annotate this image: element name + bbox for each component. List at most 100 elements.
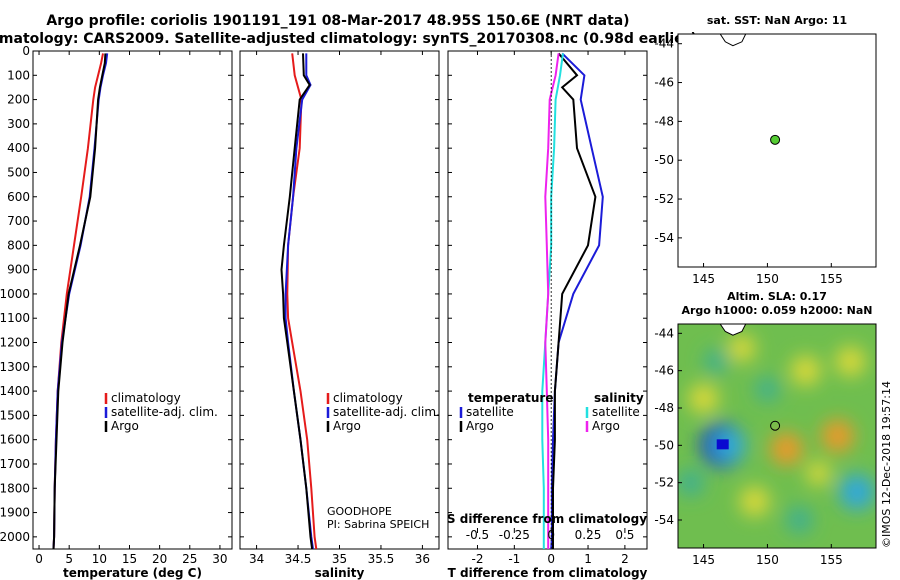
x-tick-label: 34.5 (285, 552, 312, 566)
legend-label-argo: Argo (592, 419, 620, 433)
y-tick-label: 700 (7, 214, 30, 228)
x-tick-label: 20 (152, 552, 167, 566)
map-title: Altim. SLA: 0.17 (727, 290, 827, 303)
temperature-panel: 0 5 10 15 20 25 300100200300400500600700800900… (0, 44, 233, 580)
map-x-tick-label: 150 (756, 553, 779, 567)
map-y-tick-label: -46 (654, 76, 674, 90)
secondary-x-axis-label: S difference from climatology (447, 512, 647, 526)
legend-label-climatology: climatology (333, 391, 403, 405)
map-x-tick-label: 145 (692, 272, 715, 286)
secondary-x-tick-label: -0.5 (466, 528, 489, 542)
sla-blob (790, 355, 821, 386)
series-t-satellite (550, 52, 604, 549)
y-tick-label: 900 (7, 263, 30, 277)
map-x-tick-label: 155 (820, 272, 843, 286)
legend-label-argo: Argo (333, 419, 361, 433)
legend-label-satellite: satellite (592, 405, 640, 419)
x-tick-label: 35 (332, 552, 347, 566)
x-tick-label: 25 (182, 552, 197, 566)
x-axis-label: temperature (deg C) (63, 566, 202, 580)
x-tick-label: 0 (547, 552, 555, 566)
x-axis-label: salinity (315, 566, 365, 580)
map-frame (677, 33, 877, 268)
x-tick-label: 35.5 (368, 552, 395, 566)
legend-label-climatology: climatology (111, 391, 181, 405)
secondary-x-tick-label: 0 (547, 528, 555, 542)
map-y-tick-label: -48 (654, 114, 674, 128)
y-tick-label: 500 (7, 165, 30, 179)
figure-title-line1: Argo profile: coriolis 1901191_191 08-Ma… (46, 13, 629, 29)
x-tick-label: -2 (471, 552, 483, 566)
map-y-tick-label: -44 (654, 326, 674, 340)
y-tick-label: 1700 (0, 457, 30, 471)
map-x-tick-label: 155 (820, 553, 843, 567)
y-tick-label: 1500 (0, 408, 30, 422)
legend-label-satellite-adj-clim: satellite-adj. clim. (333, 405, 440, 419)
sla-blob (755, 377, 780, 402)
legend-label-argo: Argo (111, 419, 139, 433)
x-tick-label: 34 (249, 552, 264, 566)
x-tick-label: 1 (584, 552, 592, 566)
sla-blob (688, 383, 719, 414)
y-tick-label: 100 (7, 68, 30, 82)
map-y-tick-label: -54 (654, 231, 674, 245)
figure-title-line2: Climatology: CARS2009. Satellite-adjuste… (0, 31, 697, 47)
sla-blob (785, 506, 813, 534)
y-tick-label: 1400 (0, 384, 30, 398)
annotation-line: GOODHOPE (327, 505, 392, 518)
sla-blob (704, 349, 729, 374)
y-tick-label: 1600 (0, 433, 30, 447)
x-tick-label: 15 (122, 552, 137, 566)
difference-panel: -2 -1 0 1 2T difference from climatology temp… (447, 50, 648, 580)
map-y-tick-label: -54 (654, 513, 674, 527)
map-y-tick-label: -50 (654, 438, 674, 452)
float-location-marker (770, 134, 781, 145)
annotation-line: PI: Sabrina SPEICH (327, 518, 429, 531)
map-title: sat. SST: NaN Argo: 11 (707, 14, 847, 27)
series-argo (52, 53, 107, 549)
x-tick-label: 5 (65, 552, 73, 566)
sla-low-core (716, 439, 729, 450)
map-y-tick-label: -46 (654, 364, 674, 378)
salinity-panel: 34 34.5 35 35.5 36 salinity climatologysatelli… (239, 50, 440, 580)
y-tick-label: 600 (7, 190, 30, 204)
secondary-x-tick-label: 0.5 (615, 528, 634, 542)
plot-frame (32, 50, 233, 550)
secondary-x-tick-label: -0.25 (499, 528, 530, 542)
legend-title-temperature: temperature (468, 391, 553, 405)
y-tick-label: 1200 (0, 336, 30, 350)
x-tick-label: 0 (35, 552, 43, 566)
y-tick-label: 1900 (0, 506, 30, 520)
y-tick-label: 2000 (0, 530, 30, 544)
sla-blob (835, 346, 866, 377)
map-y-tick-label: -48 (654, 401, 674, 415)
sla-blob (839, 474, 875, 510)
map-y-tick-label: -52 (654, 192, 674, 206)
map-x-tick-label: 145 (692, 553, 715, 567)
y-tick-label: 0 (22, 44, 30, 58)
sla-blob (712, 428, 746, 462)
sst-field-background (678, 34, 876, 267)
y-tick-label: 300 (7, 117, 30, 131)
sst-map-panel: sat. SST: NaN Argo: 11 145 150 155 -44 -46 -48… (654, 14, 877, 286)
y-tick-label: 1800 (0, 481, 30, 495)
sla-blob (806, 461, 831, 486)
map-subtitle: Argo h1000: 0.059 h2000: NaN (681, 304, 872, 317)
sla-blob (678, 469, 705, 497)
x-tick-label: -1 (508, 552, 520, 566)
map-y-tick-label: -44 (654, 37, 674, 51)
map-x-tick-label: 150 (756, 272, 779, 286)
legend-label-argo: Argo (466, 419, 494, 433)
y-tick-label: 800 (7, 238, 30, 252)
legend-title-salinity: salinity (594, 391, 644, 405)
legend-label-satellite-adj-clim: satellite-adj. clim. (111, 405, 218, 419)
y-tick-label: 200 (7, 93, 30, 107)
map-frame (677, 323, 877, 549)
map-y-tick-label: -52 (654, 476, 674, 490)
y-tick-label: 1300 (0, 360, 30, 374)
plot-frame (239, 50, 440, 550)
x-tick-label: 36 (415, 552, 430, 566)
imos-watermark: ©IMOS 12-Dec-2018 19:57:14 (880, 381, 893, 548)
